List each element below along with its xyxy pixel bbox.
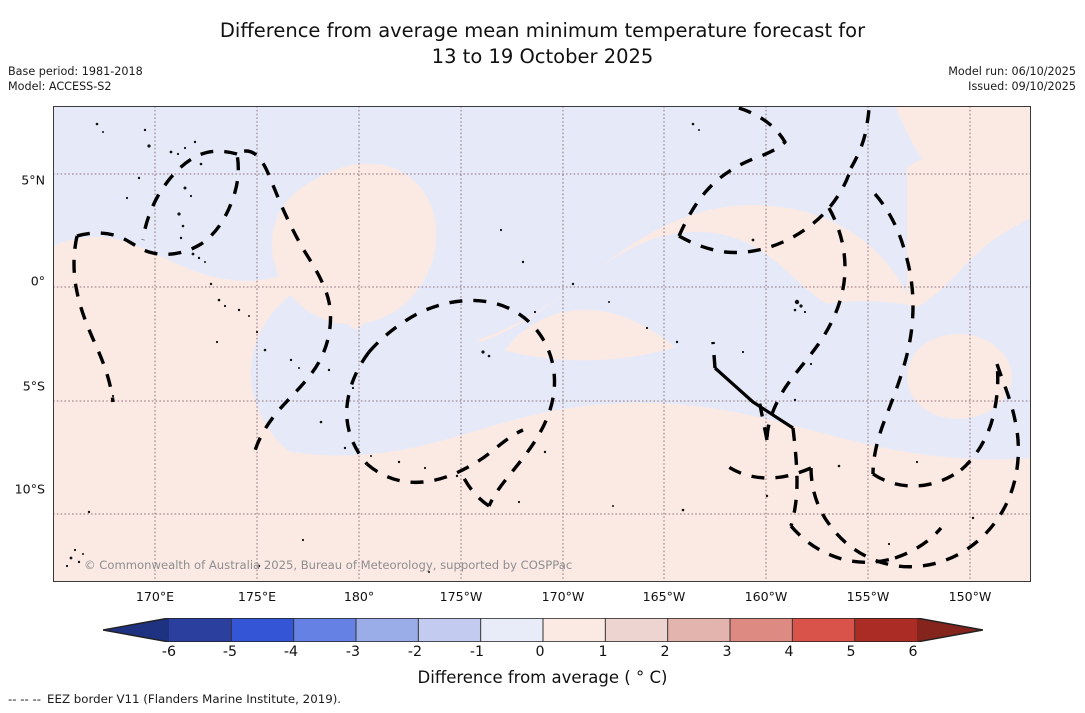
- cb-tick-3: 3: [722, 644, 732, 660]
- cb-tick-2: 2: [660, 644, 670, 660]
- eez-legend-text: EEZ border V11 (Flanders Marine Institut…: [47, 692, 342, 706]
- base-period-text: Base period: 1981-2018: [8, 65, 143, 78]
- issued-text: Issued: 09/10/2025: [968, 80, 1076, 93]
- eez-legend: -- -- -- EEZ border V11 (Flanders Marine…: [8, 692, 341, 706]
- cb-tick--2: -2: [407, 644, 423, 660]
- y-tick-5N: 5°N: [21, 172, 45, 188]
- x-tick-160W: 160°W: [744, 589, 788, 604]
- anomaly-contour-field: [53, 106, 1031, 582]
- cb-tick-0: 0: [535, 644, 545, 660]
- cb-tick--5: -5: [222, 644, 238, 660]
- x-tick-180: 180°: [343, 589, 375, 604]
- y-tick-10S: 10°S: [14, 481, 45, 497]
- metadata-right: Model run: 06/10/2025 Issued: 09/10/2025: [948, 64, 1076, 94]
- title-line-2: 13 to 19 October 2025: [431, 45, 654, 68]
- copyright-overlay: © Commonwealth of Australia 2025, Bureau…: [84, 558, 573, 572]
- x-tick-170W: 170°W: [541, 589, 585, 604]
- eez-dash-sample: -- -- --: [8, 692, 42, 706]
- eez-border-lines: [72, 106, 1021, 569]
- x-tick-165W: 165°W: [642, 589, 686, 604]
- colorbar: [103, 618, 983, 642]
- cb-tick--4: -4: [283, 644, 299, 660]
- cb-tick--6: -6: [161, 644, 177, 660]
- y-tick-5S: 5°S: [22, 378, 45, 394]
- x-tick-170E: 170°E: [135, 589, 175, 604]
- cb-tick--3: -3: [345, 644, 361, 660]
- x-tick-155W: 155°W: [846, 589, 890, 604]
- model-text: Model: ACCESS-S2: [8, 80, 112, 93]
- cb-tick-5: 5: [846, 644, 856, 660]
- model-run-text: Model run: 06/10/2025: [948, 65, 1076, 78]
- island-landmasses: [65, 122, 975, 573]
- cb-tick-4: 4: [784, 644, 794, 660]
- x-tick-175E: 175°E: [237, 589, 277, 604]
- colorbar-swatches: [103, 618, 983, 642]
- map-plot-area: [53, 106, 1031, 582]
- metadata-left: Base period: 1981-2018 Model: ACCESS-S2: [8, 64, 143, 94]
- warm-anomaly-patches: [53, 106, 1031, 582]
- title-line-1: Difference from average mean minimum tem…: [219, 19, 866, 42]
- colorbar-axis-label: Difference from average ( ° C): [417, 668, 668, 687]
- cb-tick-6: 6: [908, 644, 918, 660]
- x-tick-175W: 175°W: [439, 589, 483, 604]
- page-title: Difference from average mean minimum tem…: [0, 18, 1085, 70]
- cb-tick--1: -1: [469, 644, 485, 660]
- map-gridlines: [53, 106, 1031, 582]
- x-tick-150W: 150°W: [948, 589, 992, 604]
- cb-tick-1: 1: [598, 644, 608, 660]
- y-tick-0: 0°: [30, 273, 45, 289]
